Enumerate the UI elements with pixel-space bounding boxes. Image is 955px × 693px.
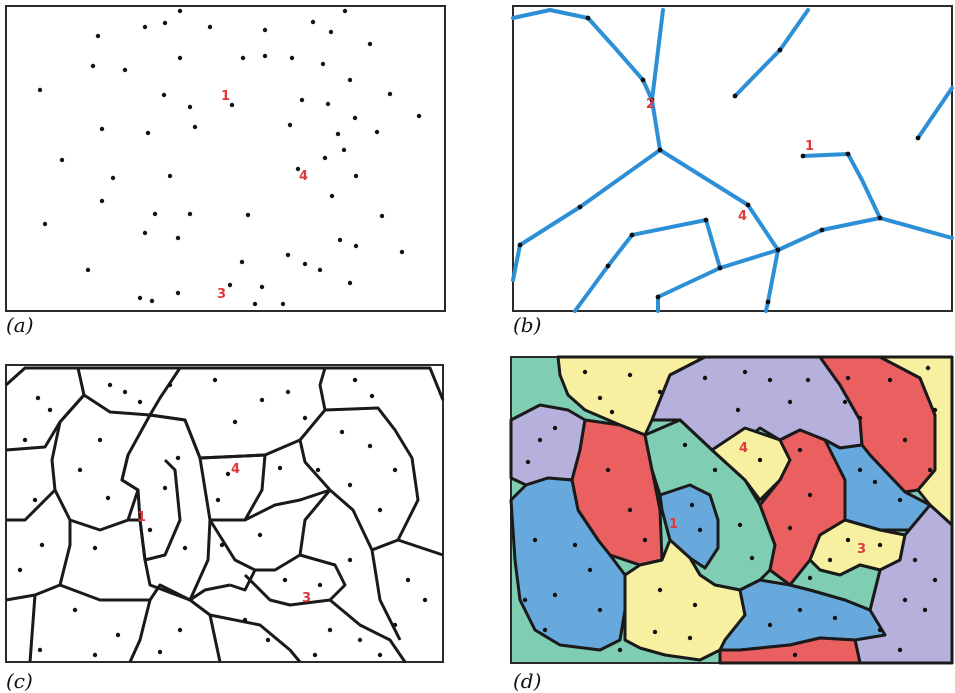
caption-a: (a) xyxy=(6,313,34,337)
marker-1-panel-c: 1 xyxy=(137,510,146,525)
panel-d-points xyxy=(522,365,938,658)
marker-3-panel-d: 3 xyxy=(857,542,866,557)
panel-c: 4 1 3 (c) xyxy=(4,364,445,693)
panel-c-points xyxy=(17,377,428,658)
panel-d: 4 1 3 (d) xyxy=(509,355,954,693)
marker-4-panel-c: 4 xyxy=(231,462,240,477)
colored-regions xyxy=(509,355,954,665)
panel-b-points xyxy=(517,15,921,305)
caption-c: (c) xyxy=(6,669,33,693)
voronoi-cells xyxy=(4,366,445,663)
panel-a: 1 4 3 (a) xyxy=(5,5,446,337)
marker-3-panel-a: 3 xyxy=(217,287,226,302)
panel-b-frame xyxy=(512,5,953,312)
panel-b: 2 1 4 (b) xyxy=(511,5,954,337)
panel-c-frame xyxy=(5,364,444,663)
marker-1-panel-a: 1 xyxy=(221,89,230,104)
caption-b: (b) xyxy=(513,313,541,337)
marker-4-panel-b: 4 xyxy=(738,209,747,224)
marker-4-panel-a: 4 xyxy=(299,169,308,184)
marker-3-panel-c: 3 xyxy=(302,591,311,606)
caption-d: (d) xyxy=(513,669,541,693)
marker-2-panel-b: 2 xyxy=(646,97,655,112)
panel-a-points xyxy=(37,8,422,307)
marker-1-panel-b: 1 xyxy=(805,139,814,154)
marker-1-panel-d: 1 xyxy=(669,517,678,532)
panel-a-frame xyxy=(5,5,446,312)
marker-4-panel-d: 4 xyxy=(739,441,748,456)
